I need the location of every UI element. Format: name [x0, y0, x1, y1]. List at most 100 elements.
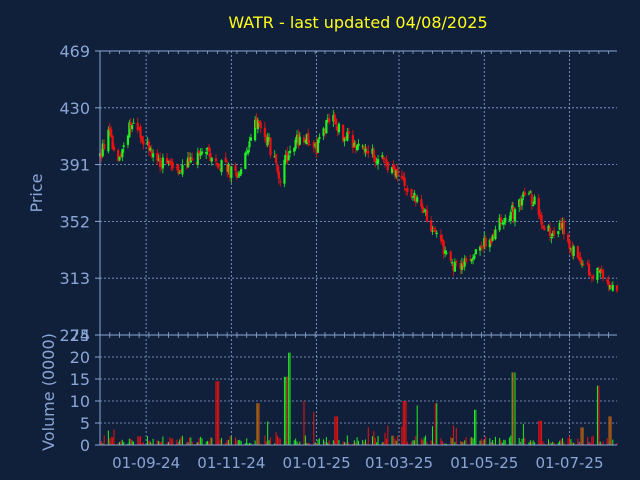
candle-body: [150, 150, 153, 157]
candle-body: [367, 151, 370, 153]
candle-body: [185, 164, 188, 166]
candle-body: [307, 133, 310, 143]
candle-body: [121, 149, 124, 158]
candle-body: [578, 256, 581, 260]
candle-body: [509, 211, 512, 221]
candle-body: [576, 246, 579, 258]
candle-body: [308, 144, 311, 146]
candle-body: [227, 163, 230, 172]
candle-body: [364, 148, 367, 153]
candle-body: [513, 209, 517, 222]
candle-body: [548, 227, 552, 237]
candle-body: [328, 118, 331, 123]
candle-body: [200, 151, 204, 154]
candle-body: [374, 157, 377, 162]
candle-body: [274, 154, 278, 164]
candle-body: [294, 139, 297, 149]
candle-body: [342, 124, 345, 141]
candle-body: [314, 144, 317, 146]
candle-body: [478, 246, 482, 251]
candle-body: [610, 285, 613, 288]
candle-body: [508, 219, 511, 221]
candle-body: [332, 114, 335, 122]
candle-body: [434, 229, 437, 233]
candle-body: [156, 152, 159, 161]
candle-body: [480, 246, 483, 248]
candle-body: [273, 156, 276, 158]
candle-body: [402, 177, 405, 179]
candle-body: [481, 246, 484, 248]
candle-body: [178, 172, 181, 174]
candle-body: [357, 143, 360, 147]
candle-body: [439, 235, 443, 241]
candle-body: [122, 145, 125, 148]
candle-body: [541, 225, 545, 228]
candle-body: [351, 134, 355, 148]
candle-body: [615, 285, 619, 291]
candle-body: [527, 193, 531, 195]
candle-body: [217, 163, 220, 168]
candle-body: [235, 172, 239, 178]
candle-body: [177, 164, 180, 174]
candle-body: [344, 136, 348, 140]
candle-body: [325, 120, 328, 134]
candle-body: [265, 135, 268, 144]
candle-body: [279, 181, 282, 183]
volume-tick-label: 15: [70, 370, 90, 389]
candle-body: [463, 258, 466, 267]
candle-body: [304, 141, 307, 143]
candle-body: [219, 169, 222, 171]
candle-body: [396, 168, 399, 177]
candle-body: [179, 170, 183, 172]
candle-body: [375, 161, 378, 163]
candle-body: [469, 259, 472, 261]
candle-body: [582, 264, 585, 266]
candle-body: [471, 257, 475, 260]
candle-body: [189, 157, 192, 163]
x-tick-label: 01-03-25: [365, 454, 433, 472]
candle-body: [449, 251, 452, 261]
candle-body: [442, 241, 445, 254]
candle-body: [312, 142, 315, 148]
candle-body: [347, 131, 350, 134]
candle-body: [287, 155, 290, 161]
candle-body: [195, 162, 198, 164]
candle-body: [256, 120, 259, 130]
candle-body: [108, 127, 111, 131]
candle-body: [112, 146, 116, 151]
candle-body: [494, 229, 497, 240]
candle-body: [529, 191, 532, 193]
candle-body: [244, 152, 247, 169]
candle-body: [198, 151, 201, 155]
candle-body: [293, 147, 296, 152]
candle-body: [392, 165, 395, 169]
candle-body: [532, 204, 535, 207]
candle-body: [343, 137, 346, 142]
candle-body: [316, 139, 320, 153]
candle-body: [460, 263, 463, 270]
candle-body: [501, 223, 504, 225]
candle-body: [346, 131, 349, 141]
candle-body: [196, 152, 199, 165]
candle-body: [566, 234, 570, 242]
candle-body: [362, 146, 366, 150]
candle-body: [149, 148, 152, 151]
candle-body: [474, 249, 477, 255]
candle-body: [596, 267, 599, 280]
candle-body: [188, 156, 191, 162]
candle-body: [452, 265, 455, 271]
candle-body: [354, 144, 357, 148]
candle-body: [230, 166, 233, 178]
candle-body: [512, 207, 515, 220]
candle-body: [151, 153, 155, 158]
candle-body: [146, 141, 149, 144]
price-tick-label: 352: [59, 212, 90, 231]
candle-body: [560, 222, 563, 229]
candle-body: [520, 198, 524, 206]
candle-body: [326, 118, 329, 120]
candle-body: [459, 263, 462, 269]
candle-body: [533, 196, 536, 205]
candle-body: [269, 137, 272, 156]
candle-body: [580, 263, 584, 265]
candle-body: [199, 152, 202, 156]
